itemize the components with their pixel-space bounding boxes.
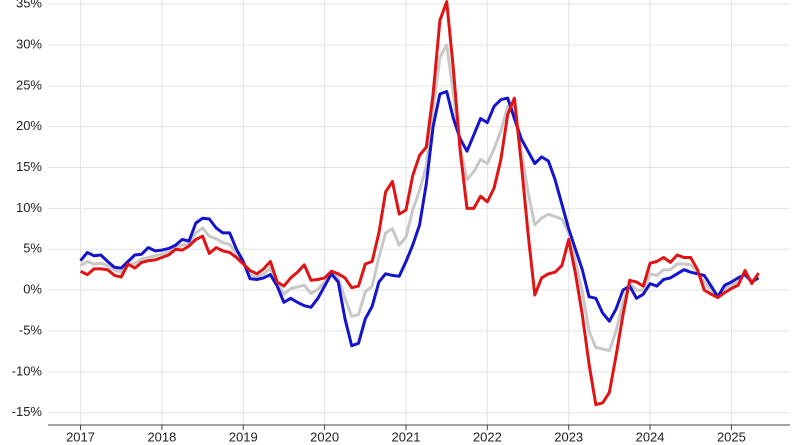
- y-tick-label: -15%: [12, 404, 43, 419]
- x-tick-label: 2018: [147, 429, 176, 444]
- x-tick-label: 2025: [717, 429, 746, 444]
- y-tick-label: 25%: [16, 77, 42, 92]
- series-line: [79, 90, 760, 348]
- series-line: [79, 0, 760, 407]
- y-tick-label: -5%: [19, 322, 43, 337]
- x-tick-label: 2017: [66, 429, 95, 444]
- x-tick-label: 2022: [473, 429, 502, 444]
- x-tick-label: 2023: [554, 429, 583, 444]
- x-tick-label: 2020: [310, 429, 339, 444]
- x-tick-label: 2019: [229, 429, 258, 444]
- y-tick-label: 35%: [16, 0, 42, 11]
- y-tick-label: 20%: [16, 118, 42, 133]
- y-tick-label: 30%: [16, 36, 42, 51]
- y-tick-label: 10%: [16, 200, 42, 215]
- y-tick-label: 15%: [16, 159, 42, 174]
- series-line: [79, 43, 760, 353]
- x-tick-label: 2024: [636, 429, 665, 444]
- y-tick-label: 5%: [23, 241, 42, 256]
- y-tick-label: 0%: [23, 282, 42, 297]
- y-tick-label: -10%: [12, 363, 43, 378]
- x-tick-label: 2021: [392, 429, 421, 444]
